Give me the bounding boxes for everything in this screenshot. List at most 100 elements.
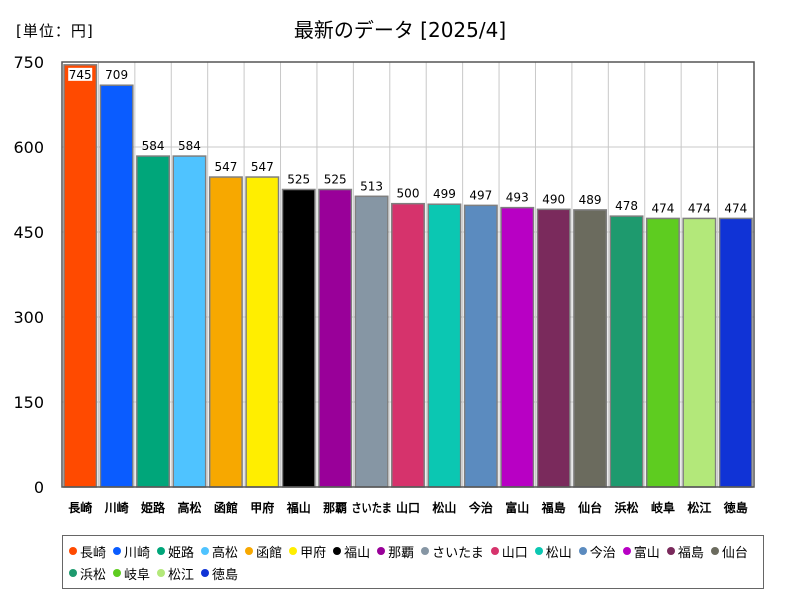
data-label: 490 bbox=[542, 192, 565, 206]
legend-item: 姫路 bbox=[157, 540, 194, 562]
legend-label: 甲府 bbox=[300, 545, 327, 561]
legend-swatch bbox=[201, 569, 210, 577]
legend-label: 福山 bbox=[344, 545, 371, 561]
legend-item: 那覇 bbox=[377, 540, 414, 562]
legend-label: 徳島 bbox=[212, 567, 239, 583]
legend-swatch bbox=[490, 547, 499, 555]
bar bbox=[609, 215, 644, 488]
legend-swatch bbox=[622, 547, 631, 555]
legend-swatch bbox=[157, 569, 166, 577]
legend-label: 富山 bbox=[633, 545, 660, 561]
legend-item: 岐阜 bbox=[113, 562, 150, 584]
bar bbox=[427, 203, 462, 488]
legend-item: 函館 bbox=[245, 540, 282, 562]
legend-item: 甲府 bbox=[289, 540, 326, 562]
bar bbox=[281, 188, 316, 488]
legend-item: 今治 bbox=[578, 540, 616, 562]
bar bbox=[136, 155, 171, 488]
y-tick-label: 750 bbox=[13, 53, 44, 72]
legend-label: 今治 bbox=[589, 545, 616, 561]
legend-label: さいたま bbox=[432, 545, 484, 561]
legend-swatch bbox=[377, 547, 386, 555]
legend-swatch bbox=[157, 547, 166, 555]
data-label: 493 bbox=[506, 191, 529, 205]
x-tick-label: 松山 bbox=[432, 500, 456, 515]
data-label: 709 bbox=[105, 68, 128, 82]
legend-item: 浜松 bbox=[69, 562, 106, 584]
bar bbox=[500, 206, 535, 488]
legend-item: 松江 bbox=[157, 562, 194, 584]
legend-label: 那覇 bbox=[388, 545, 415, 561]
legend-swatch bbox=[113, 569, 122, 577]
data-label: 474 bbox=[651, 201, 674, 215]
legend-label: 姫路 bbox=[168, 545, 195, 561]
data-label-bg bbox=[68, 67, 93, 81]
x-tick-label: 姫路 bbox=[141, 500, 166, 515]
legend-item: 松山 bbox=[534, 540, 572, 562]
legend-swatch bbox=[578, 547, 587, 555]
data-label: 745 bbox=[69, 68, 92, 82]
data-label: 547 bbox=[214, 160, 237, 174]
bar bbox=[391, 202, 425, 488]
bar bbox=[245, 176, 280, 488]
legend-swatch bbox=[69, 569, 77, 577]
x-tick-label: 川崎 bbox=[104, 500, 129, 515]
unit-label: [単位：円] bbox=[16, 22, 94, 40]
legend-label: 松山 bbox=[545, 545, 572, 561]
legend-swatch bbox=[245, 547, 254, 555]
bar bbox=[354, 195, 389, 488]
x-tick-label: 函館 bbox=[214, 500, 238, 515]
x-tick-label: 仙台 bbox=[578, 500, 602, 515]
legend-label: 長崎 bbox=[80, 545, 107, 561]
legend-swatch bbox=[289, 547, 298, 555]
legend-swatch bbox=[113, 547, 122, 555]
bar bbox=[208, 176, 243, 488]
legend-swatch bbox=[69, 547, 77, 555]
data-label: 525 bbox=[324, 173, 347, 187]
legend-label: 福島 bbox=[677, 545, 704, 561]
x-tick-label: 福山 bbox=[286, 500, 311, 515]
bar bbox=[645, 217, 680, 488]
x-tick-label: 長崎 bbox=[68, 500, 92, 515]
data-label: 478 bbox=[615, 199, 638, 213]
x-tick-label: 徳島 bbox=[723, 500, 748, 515]
y-tick-label: 150 bbox=[13, 393, 44, 412]
legend-item: 徳島 bbox=[201, 562, 238, 584]
plot-border bbox=[61, 61, 755, 488]
legend-item: 山口 bbox=[490, 540, 528, 562]
x-tick-label: 岐阜 bbox=[651, 500, 675, 515]
legend: 長崎 川崎 姫路 高松 函館 甲府 福山 那覇 さいたま 山口 松山 今治 富山 福島 仙台浜松 岐阜 松江 徳島 bbox=[62, 535, 764, 589]
data-label: 513 bbox=[360, 179, 383, 193]
data-label: 584 bbox=[142, 139, 165, 153]
legend-swatch bbox=[534, 547, 543, 555]
data-label: 499 bbox=[433, 187, 456, 201]
legend-swatch bbox=[421, 547, 430, 555]
legend-label: 岐阜 bbox=[124, 567, 151, 583]
legend-item: さいたま bbox=[421, 540, 484, 562]
data-label: 500 bbox=[397, 187, 420, 201]
bar bbox=[463, 204, 498, 488]
x-tick-label: 福島 bbox=[541, 500, 566, 515]
legend-item: 仙台 bbox=[710, 540, 748, 562]
chart-title: 最新のデータ [2025/4] bbox=[293, 18, 507, 42]
bar bbox=[63, 64, 98, 488]
x-tick-label: 那覇 bbox=[323, 501, 347, 515]
data-label: 489 bbox=[579, 193, 602, 207]
legend-item: 富山 bbox=[622, 540, 660, 562]
bar bbox=[682, 217, 717, 488]
bar bbox=[718, 217, 753, 488]
x-tick-label: さいたま bbox=[351, 501, 391, 515]
x-tick-label: 山口 bbox=[396, 500, 420, 515]
legend-label: 函館 bbox=[256, 545, 283, 561]
legend-label: 高松 bbox=[212, 545, 239, 561]
legend-item: 高松 bbox=[201, 540, 238, 562]
legend-label: 山口 bbox=[501, 545, 528, 561]
x-tick-label: 浜松 bbox=[615, 500, 639, 515]
legend-label: 川崎 bbox=[124, 545, 151, 561]
data-label: 584 bbox=[178, 139, 201, 153]
bar bbox=[536, 208, 571, 488]
y-tick-label: 450 bbox=[13, 223, 44, 242]
data-label: 547 bbox=[251, 160, 274, 174]
data-label: 497 bbox=[469, 188, 492, 202]
bar bbox=[318, 188, 353, 488]
